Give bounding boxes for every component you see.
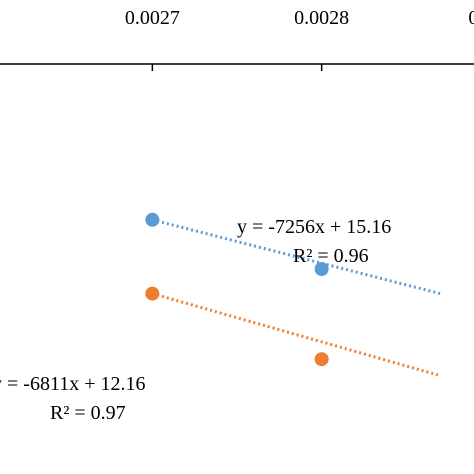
series-1-equation: y = -7256x + 15.16 <box>237 216 391 238</box>
x-tick-label: 0.002 <box>468 7 474 29</box>
series-2-equation: y = -6811x + 12.16 <box>0 373 145 395</box>
series-1-point <box>314 262 329 276</box>
series-2-point <box>314 352 329 367</box>
series-1-point <box>145 212 160 227</box>
series-1-r2: R² = 0.96 <box>293 245 369 267</box>
series-2-r2: R² = 0.97 <box>50 402 126 424</box>
series-2-point <box>145 286 160 301</box>
x-tick-label: 0.0027 <box>125 7 180 29</box>
x-tick-label: 0.0028 <box>294 7 349 29</box>
x-tick-group: 0.0027 0.0028 0.002 <box>125 7 474 71</box>
trendline-group <box>151 218 441 378</box>
point-group <box>145 212 329 367</box>
series-2-trendline <box>151 292 441 378</box>
